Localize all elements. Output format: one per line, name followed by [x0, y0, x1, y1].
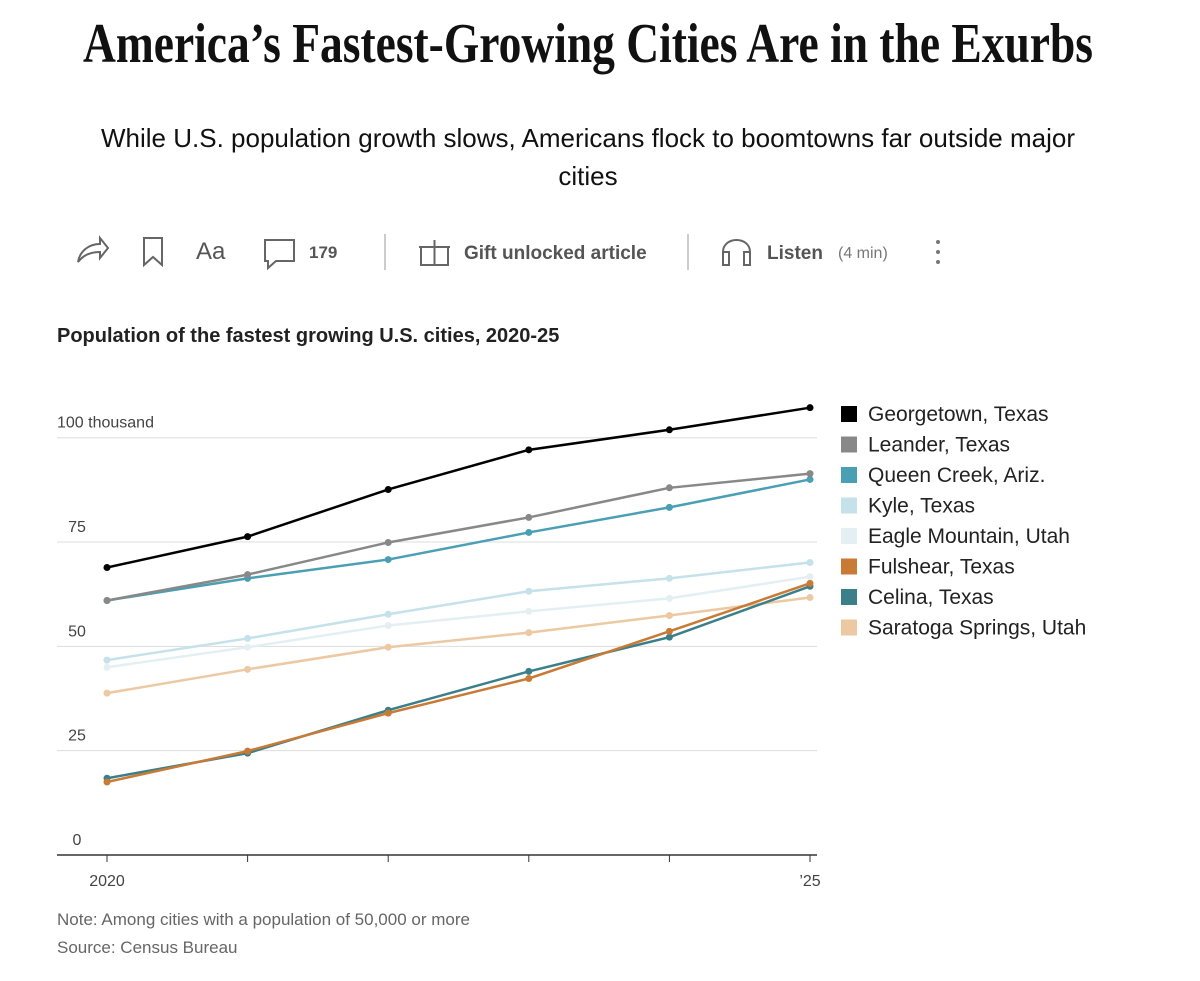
point	[806, 470, 814, 478]
share-icon[interactable]	[77, 235, 110, 263]
x-tick-label: 2020	[89, 873, 125, 890]
legend-label: Kyle, Texas	[868, 495, 975, 518]
point	[244, 665, 252, 673]
point	[384, 556, 392, 564]
point	[806, 475, 814, 483]
legend-label: Saratoga Springs, Utah	[868, 617, 1086, 640]
comment-icon[interactable]	[264, 239, 295, 271]
point	[806, 404, 814, 412]
point	[525, 667, 533, 675]
subtitle: While U.S. population growth slows, Amer…	[101, 123, 1075, 191]
series-line	[106, 478, 811, 602]
series-line	[106, 585, 811, 780]
legend-label: Leander, Texas	[868, 434, 1010, 457]
y-tick-label: 25	[68, 728, 86, 745]
point	[103, 596, 111, 604]
point	[244, 533, 252, 541]
point	[525, 629, 533, 637]
point	[244, 634, 252, 642]
legend-swatch	[841, 436, 857, 453]
legend-label: Eagle Mountain, Utah	[868, 525, 1070, 548]
legend-swatch	[841, 406, 857, 422]
point	[665, 594, 673, 602]
legend-swatch	[841, 467, 857, 483]
legend-swatch	[841, 497, 857, 514]
point	[244, 747, 252, 755]
point	[665, 611, 673, 619]
point	[384, 485, 392, 493]
point	[806, 579, 814, 587]
point	[525, 587, 533, 595]
series-line	[106, 582, 811, 784]
point	[103, 689, 111, 697]
point	[665, 633, 673, 641]
font-button[interactable]: Aa	[196, 238, 226, 265]
legend-swatch	[841, 528, 857, 544]
legend-label: Georgetown, Texas	[868, 403, 1049, 426]
legend-label: Fulshear, Texas	[868, 556, 1015, 579]
point	[806, 558, 814, 566]
point	[103, 563, 111, 571]
point	[525, 513, 533, 521]
legend-swatch	[841, 589, 857, 605]
point	[384, 538, 392, 546]
legend-label: Celina, Texas	[868, 586, 994, 609]
note: Note: Among cities with a population of …	[57, 910, 470, 929]
legend-swatch	[841, 558, 857, 575]
point	[103, 778, 111, 786]
point	[525, 674, 533, 682]
point	[665, 426, 673, 434]
comment-count[interactable]: 179	[309, 243, 337, 262]
legend-swatch	[841, 619, 857, 636]
x-tick-label: ’25	[799, 873, 820, 890]
point	[384, 622, 392, 629]
y-tick-label: 75	[68, 519, 86, 536]
point	[103, 656, 111, 664]
toolbar-icons	[77, 234, 751, 271]
headline: America’s Fastest-Growing Cities Are in …	[83, 13, 1093, 75]
point	[384, 709, 392, 717]
series-line	[106, 596, 811, 695]
series-line	[106, 472, 811, 602]
point	[665, 627, 673, 635]
point	[525, 607, 533, 615]
point	[244, 643, 252, 651]
gift-button[interactable]: Gift unlocked article	[464, 243, 647, 264]
listen-icon[interactable]	[722, 239, 751, 266]
y-tick-label: 100 thousand	[57, 415, 154, 432]
point	[244, 571, 252, 579]
y-tick-label: 50	[68, 623, 86, 640]
point	[665, 503, 673, 511]
point	[806, 573, 814, 581]
point	[384, 643, 392, 651]
source: Source: Census Bureau	[57, 938, 238, 957]
series-line	[106, 406, 811, 569]
point	[384, 610, 392, 618]
point	[103, 663, 111, 671]
chart-title: Population of the fastest growing U.S. c…	[57, 325, 559, 347]
listen-button[interactable]: Listen	[767, 243, 823, 264]
bookmark-icon[interactable]	[143, 237, 163, 268]
point	[525, 528, 533, 536]
point	[665, 484, 673, 492]
legend-label: Queen Creek, Ariz.	[868, 464, 1045, 487]
series-line	[106, 561, 811, 662]
more-icon[interactable]	[936, 240, 940, 264]
point	[806, 594, 814, 602]
series-line	[106, 575, 811, 669]
listen-duration: (4 min)	[838, 245, 888, 262]
point	[665, 574, 673, 582]
point	[525, 446, 533, 454]
y-tick-label: 0	[73, 832, 82, 849]
